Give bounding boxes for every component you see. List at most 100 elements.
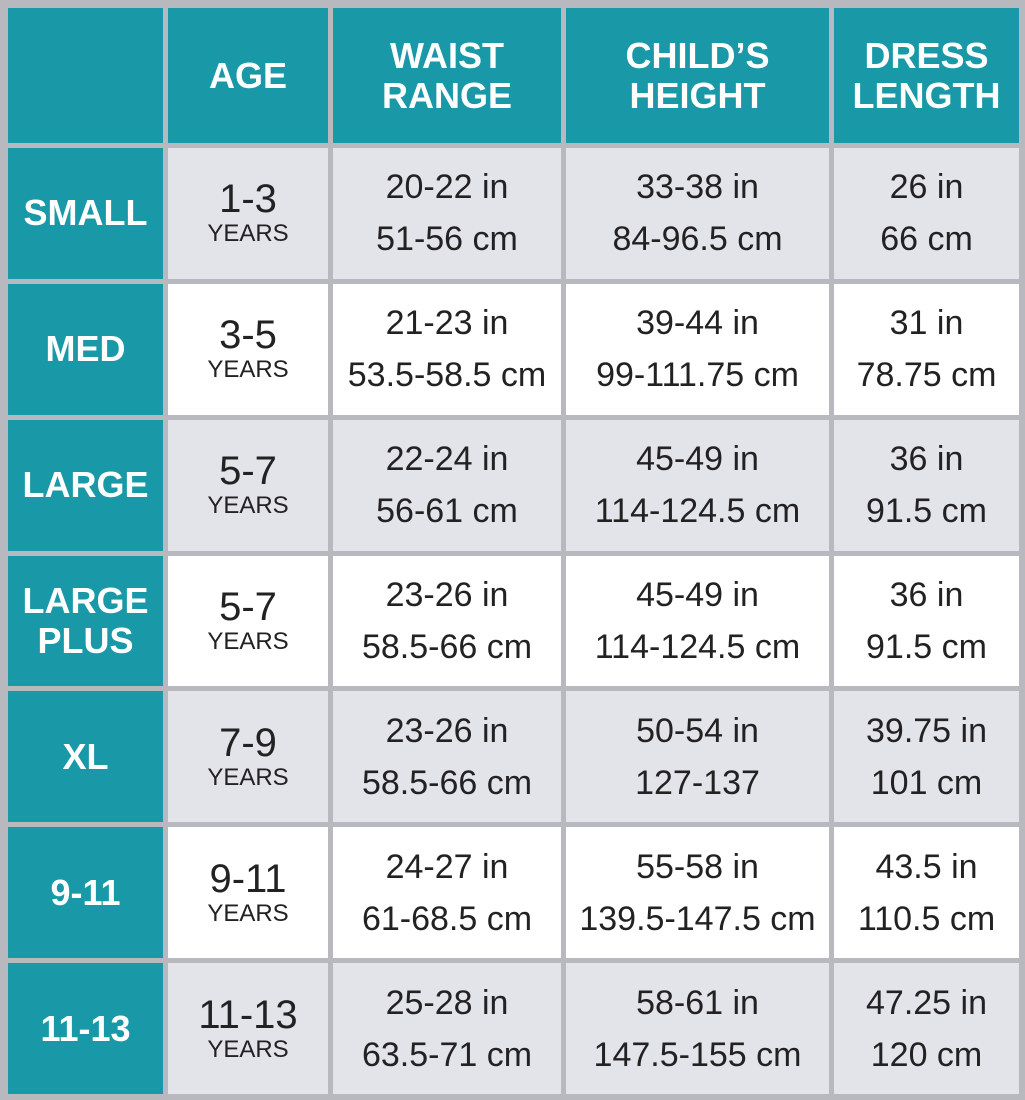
waist-cell: 20-22 in 51-56 cm (333, 148, 561, 279)
size-label: 9-11 (50, 871, 121, 913)
age-cell: 9-11 YEARS (168, 827, 328, 959)
length-cell: 39.75 in 101 cm (834, 691, 1019, 823)
waist-value: 25-28 in (385, 983, 509, 1022)
age-range: 1-3 (219, 177, 277, 222)
size-cell: LARGE (8, 419, 163, 551)
length-value: 91.5 cm (866, 492, 987, 531)
header-text: LENGTH (852, 74, 1001, 116)
length-value: 66 cm (880, 220, 973, 259)
age-unit: YEARS (207, 627, 289, 655)
length-cell: 26 in 66 cm (834, 148, 1019, 279)
length-value: 26 in (889, 168, 964, 207)
size-cell: LARGE PLUS (8, 555, 163, 687)
age-cell: 1-3 YEARS (168, 148, 328, 279)
height-value: 45-49 in (636, 440, 759, 479)
waist-cell: 25-28 in 63.5-71 cm (333, 963, 561, 1094)
waist-value: 22-24 in (385, 440, 509, 479)
length-cell: 47.25 in 120 cm (834, 963, 1019, 1094)
age-range: 5-7 (219, 449, 277, 494)
waist-value: 58.5-66 cm (361, 763, 533, 802)
size-label: 11-13 (40, 1007, 131, 1049)
length-value: 43.5 in (875, 847, 978, 886)
age-range: 9-11 (209, 856, 287, 901)
height-value: 45-49 in (636, 575, 759, 614)
size-cell: 11-13 (8, 963, 163, 1094)
header-cell: DRESS LENGTH (834, 8, 1019, 143)
length-value: 91.5 cm (866, 627, 987, 666)
waist-value: 23-26 in (385, 711, 509, 750)
age-cell: 7-9 YEARS (168, 691, 328, 823)
length-value: 36 in (889, 575, 964, 614)
size-cell: SMALL (8, 148, 163, 279)
size-label: XL (62, 735, 109, 777)
size-label: LARGE (22, 579, 149, 621)
age-range: 5-7 (219, 584, 277, 629)
size-cell: MED (8, 283, 163, 415)
height-cell: 58-61 in 147.5-155 cm (566, 963, 829, 1094)
height-value: 39-44 in (636, 304, 759, 343)
age-cell: 5-7 YEARS (168, 555, 328, 687)
waist-value: 24-27 in (385, 847, 509, 886)
header-text: CHILD’S (625, 34, 770, 76)
header-cell: AGE (168, 8, 328, 143)
header-text: WAIST (390, 34, 504, 76)
header-text: RANGE (381, 74, 512, 116)
corner-cell (8, 8, 163, 143)
age-unit: YEARS (207, 356, 289, 384)
height-value: 147.5-155 cm (593, 1035, 802, 1074)
height-value: 50-54 in (636, 711, 759, 750)
age-cell: 5-7 YEARS (168, 419, 328, 551)
height-value: 114-124.5 cm (594, 627, 801, 666)
age-range: 7-9 (219, 720, 277, 765)
length-value: 101 cm (870, 763, 983, 802)
waist-value: 58.5-66 cm (361, 627, 533, 666)
height-cell: 45-49 in 114-124.5 cm (566, 419, 829, 551)
waist-value: 61-68.5 cm (361, 899, 533, 938)
waist-value: 23-26 in (385, 575, 509, 614)
waist-value: 21-23 in (385, 304, 509, 343)
height-value: 84-96.5 cm (612, 220, 783, 259)
height-value: 99-111.75 cm (596, 356, 799, 395)
waist-cell: 24-27 in 61-68.5 cm (333, 827, 561, 959)
length-value: 39.75 in (866, 711, 987, 750)
age-unit: YEARS (207, 899, 289, 927)
header-text: HEIGHT (629, 74, 766, 116)
waist-value: 51-56 cm (376, 220, 518, 259)
height-value: 139.5-147.5 cm (579, 899, 816, 938)
height-cell: 45-49 in 114-124.5 cm (566, 555, 829, 687)
length-value: 36 in (889, 440, 964, 479)
size-label: SMALL (23, 192, 148, 234)
waist-value: 56-61 cm (376, 492, 518, 531)
length-cell: 36 in 91.5 cm (834, 419, 1019, 551)
header-text: DRESS (864, 34, 989, 76)
waist-value: 63.5-71 cm (361, 1035, 533, 1074)
age-range: 3-5 (219, 313, 277, 358)
waist-cell: 23-26 in 58.5-66 cm (333, 691, 561, 823)
age-unit: YEARS (207, 763, 289, 791)
waist-cell: 22-24 in 56-61 cm (333, 419, 561, 551)
length-cell: 43.5 in 110.5 cm (834, 827, 1019, 959)
length-value: 120 cm (870, 1035, 983, 1074)
size-cell: XL (8, 691, 163, 823)
size-label: MED (45, 328, 126, 370)
waist-cell: 21-23 in 53.5-58.5 cm (333, 283, 561, 415)
length-cell: 31 in 78.75 cm (834, 283, 1019, 415)
age-cell: 3-5 YEARS (168, 283, 328, 415)
age-cell: 11-13 YEARS (168, 963, 328, 1094)
length-value: 78.75 cm (856, 356, 997, 395)
length-value: 47.25 in (866, 983, 987, 1022)
height-cell: 50-54 in 127-137 (566, 691, 829, 823)
size-cell: 9-11 (8, 827, 163, 959)
header-cell: WAIST RANGE (333, 8, 561, 143)
header-cell: CHILD’S HEIGHT (566, 8, 829, 143)
age-unit: YEARS (207, 1035, 289, 1063)
height-value: 114-124.5 cm (594, 492, 801, 531)
height-cell: 39-44 in 99-111.75 cm (566, 283, 829, 415)
header-text: AGE (208, 54, 287, 96)
waist-value: 20-22 in (385, 168, 509, 207)
height-value: 33-38 in (636, 168, 759, 207)
age-unit: YEARS (207, 492, 289, 520)
length-value: 31 in (889, 304, 964, 343)
waist-cell: 23-26 in 58.5-66 cm (333, 555, 561, 687)
